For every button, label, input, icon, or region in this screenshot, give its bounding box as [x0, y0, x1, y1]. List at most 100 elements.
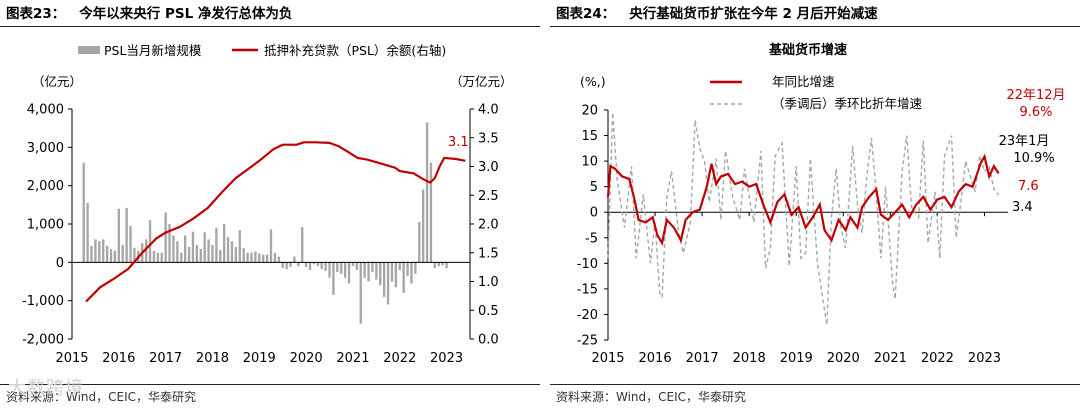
- right-bottom-rule: [550, 384, 1080, 385]
- psl-bar: [410, 262, 413, 284]
- right-y-tick-label: 3.5: [478, 131, 499, 146]
- right-y-tick-label: 1.0: [478, 275, 499, 290]
- right-chart-x-tick-label: 2015: [591, 351, 624, 366]
- right-y-tick-label: 0.5: [478, 304, 499, 319]
- psl-bar: [277, 256, 280, 263]
- left-x-tick-label: 2016: [102, 351, 135, 366]
- right-chart-x-tick-label: 2021: [874, 351, 907, 366]
- psl-bar: [226, 237, 230, 263]
- psl-bar: [429, 162, 433, 263]
- psl-bar: [297, 262, 300, 267]
- left-figure-number: 图表23：: [6, 6, 66, 22]
- legend-bar-label: PSL当月新增规模: [104, 43, 202, 58]
- psl-bar: [301, 227, 304, 263]
- psl-bar: [172, 235, 175, 263]
- psl-bar: [164, 212, 167, 263]
- psl-bar: [340, 262, 343, 274]
- psl-bar: [363, 262, 366, 278]
- left-x-axis: 2015 2016 2017 2018 2019 2020 2021 2022 2023: [55, 351, 463, 366]
- yoy-growth-line: [606, 153, 1000, 246]
- psl-bar: [351, 262, 355, 267]
- psl-bar: [375, 262, 378, 280]
- right-y-tick-label: 3.0: [478, 160, 499, 175]
- psl-bar: [148, 220, 152, 263]
- psl-bar: [125, 207, 128, 263]
- left-x-tick-label: 2019: [243, 351, 276, 366]
- right-chart-x-tick-label: 2023: [968, 351, 1001, 366]
- right-chart-y-tick-label: 5: [590, 180, 598, 195]
- left-source: 资料来源：Wind，CEIC，华泰研究: [6, 390, 197, 404]
- right-chart-y-tick-label: -10: [577, 257, 598, 272]
- right-y-tick-label: 2.0: [478, 218, 499, 233]
- right-chart-y-tick-label: -15: [577, 282, 598, 297]
- psl-bar: [367, 262, 370, 282]
- psl-bar: [281, 262, 284, 269]
- psl-bar: [332, 262, 335, 295]
- right-y-tick-label: 0.0: [478, 333, 499, 348]
- right-y-tick-label: 4.0: [478, 103, 499, 118]
- psl-bar: [242, 248, 245, 263]
- psl-bar: [441, 262, 444, 266]
- psl-bar: [324, 262, 327, 271]
- psl-bar: [117, 208, 120, 263]
- left-y-tick-label: 0: [56, 256, 64, 271]
- psl-bar: [406, 262, 409, 276]
- left-x-tick-label: 2020: [290, 351, 323, 366]
- right-figure-number: 图表24：: [556, 6, 616, 22]
- psl-bar: [219, 250, 222, 263]
- left-figure: 图表23： 今年以来央行 PSL 净发行总体为负 PSL当月新增规模 抵押补充贷款…: [0, 6, 540, 404]
- right-chart-x-tick-label: 2019: [780, 351, 813, 366]
- psl-bar: [269, 229, 273, 263]
- right-x-axis: 2015 2016 2017 2018 2019 2020 2021 2022 2023: [591, 212, 1001, 366]
- ann-last-solid: 7.6: [1018, 179, 1039, 194]
- psl-bar: [246, 252, 249, 263]
- right-chart-y-tick-label: 0: [590, 206, 598, 221]
- psl-bar: [98, 241, 101, 263]
- right-y-axis: 4.0 3.5 3.0 2.5 2.0 1.5 1.0 0.5 0.0: [469, 103, 499, 348]
- psl-bar: [343, 262, 347, 278]
- psl-bar: [82, 162, 85, 263]
- right-chart-y-tick-label: -5: [585, 231, 598, 246]
- ann-dec-label: 22年12月: [1006, 88, 1065, 103]
- right-y-unit: （万亿元）: [450, 74, 513, 89]
- psl-bar: [285, 262, 288, 270]
- psl-bar: [336, 262, 339, 272]
- right-chart-x-tick-label: 2016: [639, 351, 672, 366]
- psl-bar: [386, 262, 390, 305]
- psl-bar: [133, 247, 136, 263]
- psl-bar: [152, 250, 156, 263]
- psl-bar: [238, 230, 241, 263]
- psl-bar: [230, 241, 234, 263]
- right-source: 资料来源：Wind，CEIC，华泰研究: [556, 390, 747, 404]
- psl-bar: [160, 252, 163, 263]
- legend-dash-label: （季调后）季环比折年增速: [772, 96, 923, 111]
- psl-bar: [425, 122, 429, 263]
- psl-balance-line: [85, 141, 466, 303]
- psl-bar: [304, 262, 308, 267]
- psl-bar: [418, 222, 421, 263]
- psl-bar: [308, 262, 312, 270]
- right-legend: 年同比增速 （季调后）季环比折年增速: [710, 74, 923, 111]
- psl-bar: [113, 250, 117, 263]
- left-x-tick-label: 2021: [336, 351, 369, 366]
- psl-bar: [207, 239, 210, 263]
- right-chart-title: 基础货币增速: [768, 42, 847, 58]
- left-y-tick-label: 4,000: [27, 103, 64, 118]
- left-x-tick-label: 2022: [383, 351, 416, 366]
- psl-bar: [215, 227, 218, 263]
- psl-bar: [422, 189, 425, 263]
- right-chart-x-tick-label: 2022: [921, 351, 954, 366]
- psl-bar: [316, 262, 319, 267]
- psl-bar: [293, 256, 296, 263]
- psl-bar: [168, 224, 171, 263]
- psl-bar: [144, 239, 148, 263]
- right-chart: 基础货币增速 (%,) 年同比增速 （季调后）季环比折年增速 22年12月 9.…: [577, 42, 1066, 366]
- left-y-tick-label: -1,000: [22, 294, 64, 309]
- left-x-tick-label: 2017: [149, 351, 182, 366]
- right-figure-caption: 央行基础货币扩张在今年 2 月后开始减速: [629, 6, 878, 22]
- left-figure-caption: 今年以来央行 PSL 净发行总体为负: [79, 6, 293, 22]
- ann-jan-label: 23年1月: [999, 134, 1050, 149]
- left-y-tick-label: -2,000: [22, 333, 64, 348]
- psl-bar: [379, 262, 382, 286]
- psl-bar: [398, 262, 401, 270]
